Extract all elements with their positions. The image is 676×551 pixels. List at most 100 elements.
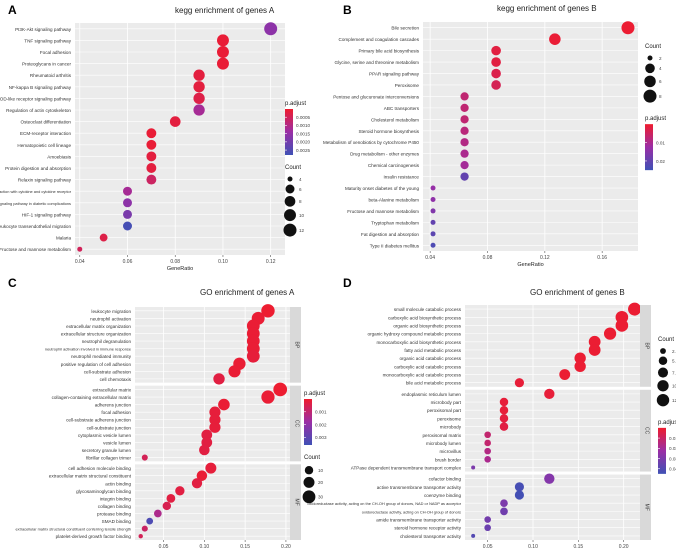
facet-strip-label: CC: [644, 427, 650, 435]
x-tick-label: 0.10: [218, 259, 228, 265]
x-tick-label: 0.06: [123, 259, 133, 265]
size-legend-dot: [645, 63, 655, 74]
term-label: Regulation of actin cytoskeleton: [6, 108, 71, 113]
facet-strip: [640, 389, 651, 472]
x-tick-label: 0.16: [597, 255, 607, 261]
term-label: Viral protein interaction with cytokine …: [0, 189, 72, 194]
colorbar-tick-label: 0.04: [669, 467, 676, 472]
size-legend-label: 12.5: [672, 398, 676, 403]
data-point: [175, 486, 185, 496]
facet-strip-label: CC: [294, 420, 300, 428]
term-label: Maturity onset diabetes of the young: [345, 186, 420, 191]
term-label: fibrillar collagen trimer: [86, 456, 131, 461]
data-point: [544, 473, 555, 484]
term-label: cell-substrate adherens junction: [66, 418, 131, 423]
size-legend-label: 6: [659, 79, 662, 84]
data-point: [603, 327, 617, 340]
data-point: [201, 429, 213, 441]
size-legend-title: Count: [645, 44, 661, 50]
data-point: [549, 33, 561, 45]
colorbar-tick-label: 0.001: [315, 410, 327, 415]
data-point: [169, 116, 181, 127]
data-point: [460, 138, 469, 147]
plot-panel: [75, 23, 285, 255]
term-label: NOD-like receptor signaling pathway: [0, 96, 72, 101]
colorbar-tick-label: 0.01: [669, 436, 676, 441]
data-point: [191, 478, 203, 489]
panel-label-D: D: [343, 276, 352, 290]
size-legend-title: Count: [304, 455, 320, 461]
data-point: [146, 139, 157, 150]
data-point: [460, 115, 469, 124]
data-point: [484, 439, 491, 447]
size-legend-dot: [657, 367, 669, 378]
colorbar-tick-label: 0.02: [656, 159, 665, 164]
data-point: [153, 509, 162, 518]
term-label: cell-substrate junction: [87, 425, 132, 430]
term-label: NF-kappa B signaling pathway: [9, 85, 72, 90]
data-point: [193, 69, 205, 81]
term-label: amide transmembrane transporter activity: [376, 518, 461, 523]
data-point: [615, 319, 629, 332]
term-label: Malaria: [56, 236, 72, 241]
data-point: [430, 219, 436, 225]
term-label: Type II diabetes mellitus: [370, 243, 420, 248]
term-label: peroxisomal part: [427, 408, 462, 413]
size-legend-dot: [302, 490, 316, 504]
data-point: [218, 398, 230, 411]
data-point: [514, 482, 525, 492]
term-label: peroxisomal matrix: [422, 433, 461, 438]
term-label: glycosaminoglycan binding: [76, 489, 131, 494]
term-label: Insulin resistance: [384, 175, 420, 180]
data-point: [273, 382, 288, 397]
size-legend-dot: [287, 176, 293, 182]
term-label: collagen binding: [98, 504, 132, 509]
term-label: secretory granule lumen: [82, 448, 132, 453]
term-label: microbody part: [431, 400, 462, 405]
term-label: extracellular matrix structural constitu…: [49, 474, 132, 479]
size-legend-label: 6: [299, 187, 302, 192]
term-label: neutrophil degranulation: [82, 339, 132, 344]
size-legend-dot: [644, 75, 656, 88]
x-tick-label: 0.12: [540, 255, 550, 261]
size-legend-label: 4: [299, 177, 302, 182]
x-tick-label: 0.05: [483, 544, 493, 550]
term-label: Cholesterol metabolism: [371, 117, 419, 122]
facet-strip: [640, 474, 651, 540]
term-label: neutrophil mediated immunity: [71, 354, 132, 359]
term-label: vesicle lumen: [103, 440, 131, 445]
x-tick-label: 0.08: [170, 259, 180, 265]
term-label: microbody: [440, 425, 462, 430]
size-legend-label: 8: [299, 199, 302, 204]
data-point: [484, 447, 491, 455]
size-legend-label: 2: [659, 56, 662, 61]
term-label: extracellular matrix organization: [66, 324, 131, 329]
data-point: [228, 365, 241, 378]
plot-panel: [135, 464, 290, 540]
x-tick-label: 0.15: [573, 544, 583, 550]
data-point: [261, 304, 275, 318]
term-label: steroid hormone receptor activity: [394, 526, 461, 531]
data-point: [162, 501, 172, 511]
data-point: [146, 517, 154, 525]
facet-strip: [290, 464, 301, 540]
term-label: Amoebiasis: [47, 154, 71, 159]
data-point: [491, 45, 501, 56]
term-label: ATPase dependent transmembrane transport…: [351, 465, 462, 470]
data-point: [491, 80, 501, 90]
term-label: extracellular structure organization: [61, 331, 132, 336]
term-label: cell-substrate adhesion: [84, 369, 132, 374]
x-tick-label: 0.20: [619, 544, 629, 550]
data-point: [193, 92, 205, 105]
data-point: [99, 233, 108, 242]
chart-title: GO enrichment of genes A: [200, 288, 295, 297]
term-label: leukocyte migration: [91, 309, 131, 314]
size-legend-label: 30: [318, 495, 324, 500]
plot-panel: [465, 389, 640, 472]
data-point: [491, 68, 501, 79]
data-point: [460, 126, 469, 135]
term-label: beta-Alanine metabolism: [368, 197, 419, 202]
panel-label-A: A: [8, 3, 17, 17]
size-legend-title: Count: [658, 337, 674, 343]
